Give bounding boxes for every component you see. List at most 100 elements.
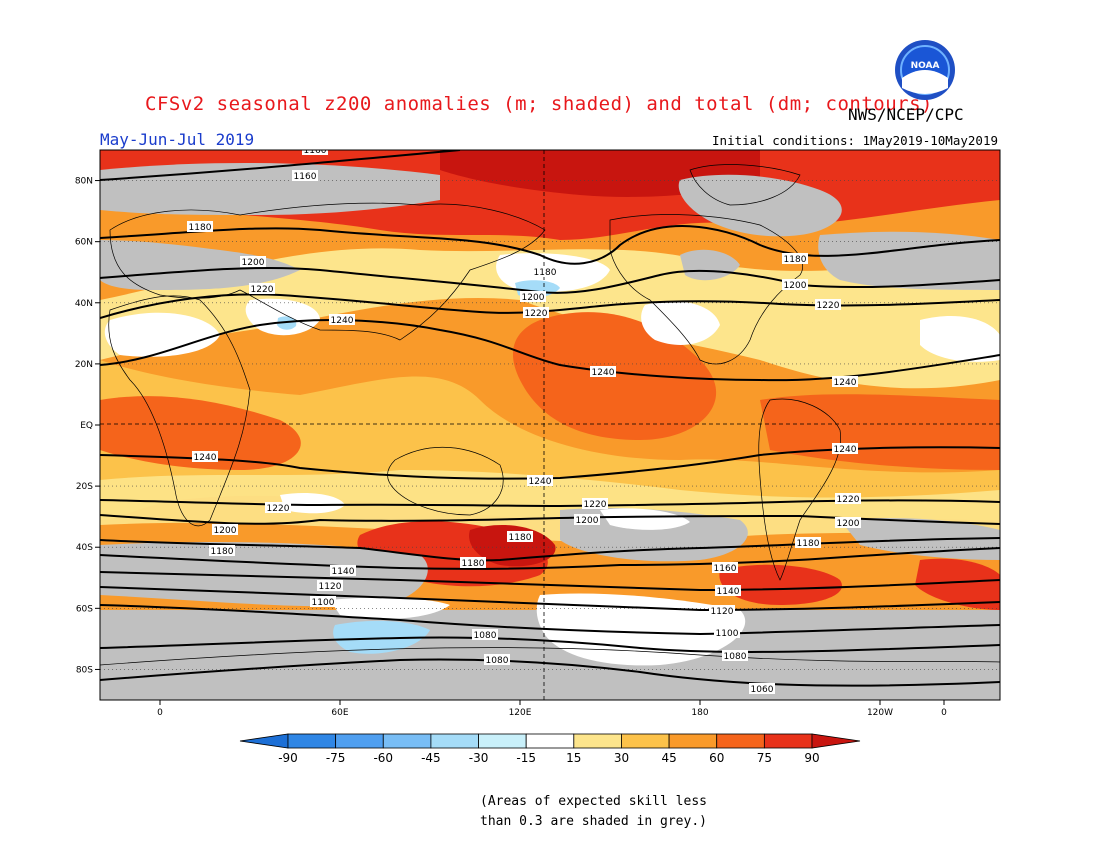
contour-label: 1220: [815, 299, 841, 311]
colorbar-label: -30: [469, 751, 489, 765]
contour-label: 1200: [782, 279, 808, 291]
contour-label: 1220: [249, 283, 275, 295]
colorbar-label: 60: [709, 751, 724, 765]
white-north-america: [641, 301, 720, 345]
contour-label: 1200: [520, 291, 546, 303]
contour-label: 1240: [832, 376, 858, 388]
colorbar-swatch: [335, 733, 384, 749]
contour-label-text: 1220: [837, 495, 860, 505]
contour-1240-north: [100, 319, 1000, 382]
contour-label-text: 1200: [576, 516, 599, 526]
shade-southern-red-3: [915, 558, 1000, 610]
contour-label-text: 1200: [837, 519, 860, 529]
contour-label-box: [795, 537, 821, 548]
contour-label-text: 1160: [294, 172, 317, 182]
contour-1160: [100, 150, 461, 181]
eurasia-outline: [109, 202, 546, 341]
contour-label-box: [590, 366, 616, 377]
colorbar-label: 90: [804, 751, 819, 765]
contour-label-box: [484, 654, 510, 665]
grey-arctic-west: [100, 163, 440, 215]
contour-label-box: [582, 498, 608, 509]
contour-label-text: 1080: [724, 652, 747, 662]
contour-label-text: 1240: [592, 368, 615, 378]
colorbar-swatch: [763, 733, 813, 749]
lat-tick-label: 80N: [75, 177, 93, 187]
contour-1120: [100, 586, 1000, 612]
contour-label-box: [520, 291, 546, 302]
colorbar-label: -90: [278, 751, 298, 765]
contour-label-text: 1220: [267, 504, 290, 514]
contour-label-text: 1240: [331, 316, 354, 326]
colorbar-swatch: [382, 733, 432, 749]
contour-label: 1180: [795, 537, 821, 549]
contour-label-box: [460, 557, 486, 568]
lat-tick-label: 40S: [76, 543, 93, 553]
contour-label: 1200: [574, 514, 600, 526]
contour-label-box: [507, 531, 533, 542]
contour-label: 1180: [782, 253, 808, 265]
colorbar-label: -15: [516, 751, 536, 765]
contour-label-box: [265, 502, 291, 513]
contour-label-box: [832, 443, 858, 454]
contour-label-box: [249, 283, 275, 294]
contour-label-box: [209, 545, 235, 556]
lat-tick-label: 80S: [76, 665, 93, 675]
skill-note-line-2: than 0.3 are shaded in grey.): [480, 814, 707, 829]
colorbar-label: 30: [614, 751, 629, 765]
white-ross-sea: [536, 593, 746, 666]
contour-label-box: [292, 170, 318, 181]
contour-1200-south: [100, 514, 1000, 525]
contour-1080: [100, 636, 1000, 653]
period-label: May-Jun-Jul 2019: [100, 130, 254, 149]
contour-label-box: [212, 524, 238, 535]
contour-label-text: 1180: [462, 559, 485, 569]
anomaly-map: 1160 1160 1180 1200 1220 1240 1180 1200 1220 1240…: [100, 146, 1000, 700]
colorbar-swatch: [573, 733, 622, 749]
contour-label-text: 1200: [214, 526, 237, 536]
contour-label: 1200: [212, 524, 238, 536]
white-indian-ocean: [280, 493, 345, 514]
contour-label: 1160: [292, 170, 318, 182]
lat-tick-label: 40N: [75, 299, 93, 309]
shade-atlantic-africa: [100, 396, 301, 470]
contour-label: 1220: [835, 493, 861, 505]
contour-label: 1180: [209, 545, 235, 557]
contour-label-text: 1180: [797, 539, 820, 549]
contour-1100: [100, 604, 1000, 636]
white-sahara: [104, 312, 220, 357]
lon-tick-label: 120E: [509, 708, 532, 718]
contour-label-text: 1240: [834, 445, 857, 455]
contour-label-text: 1120: [711, 607, 734, 617]
lat-tick-label: EQ: [80, 421, 93, 431]
contour-label-text: 1160: [304, 146, 327, 156]
colorbar-label: -45: [421, 751, 441, 765]
contour-label-text: 1180: [189, 223, 212, 233]
latitude-axis: 80N 60N 40N 20N EQ 20S 40S 60S 80S: [75, 177, 100, 675]
contour-label-box: [782, 253, 808, 264]
grey-greenland: [678, 174, 842, 237]
contour-label-box: [712, 562, 738, 573]
contour-label-text: 1200: [242, 258, 265, 268]
blue-middle-east: [277, 316, 297, 330]
contour-label-box: [835, 493, 861, 504]
contour-label-text: 1120: [319, 582, 342, 592]
lon-tick-label: 0: [157, 708, 163, 718]
contour-label: 1240: [329, 314, 355, 326]
lon-tick-label: 180: [691, 708, 708, 718]
greenland-outline: [689, 164, 801, 206]
contour-label: 1160: [302, 146, 328, 156]
grey-europe: [100, 240, 300, 290]
contour-label: 1080: [722, 650, 748, 662]
lon-tick-label: 120W: [867, 708, 893, 718]
contour-label-text: 1180: [509, 533, 532, 543]
contour-label-box: [709, 605, 735, 616]
lon-tick-label: 60E: [331, 708, 348, 718]
shade-band-north-yellow: [100, 248, 1000, 389]
contour-label-box: [329, 314, 355, 325]
contour-label: 1120: [317, 580, 343, 592]
contour-label-box: [815, 299, 841, 310]
colorbar-swatch: [478, 733, 527, 749]
contour-label: 1240: [527, 475, 553, 487]
